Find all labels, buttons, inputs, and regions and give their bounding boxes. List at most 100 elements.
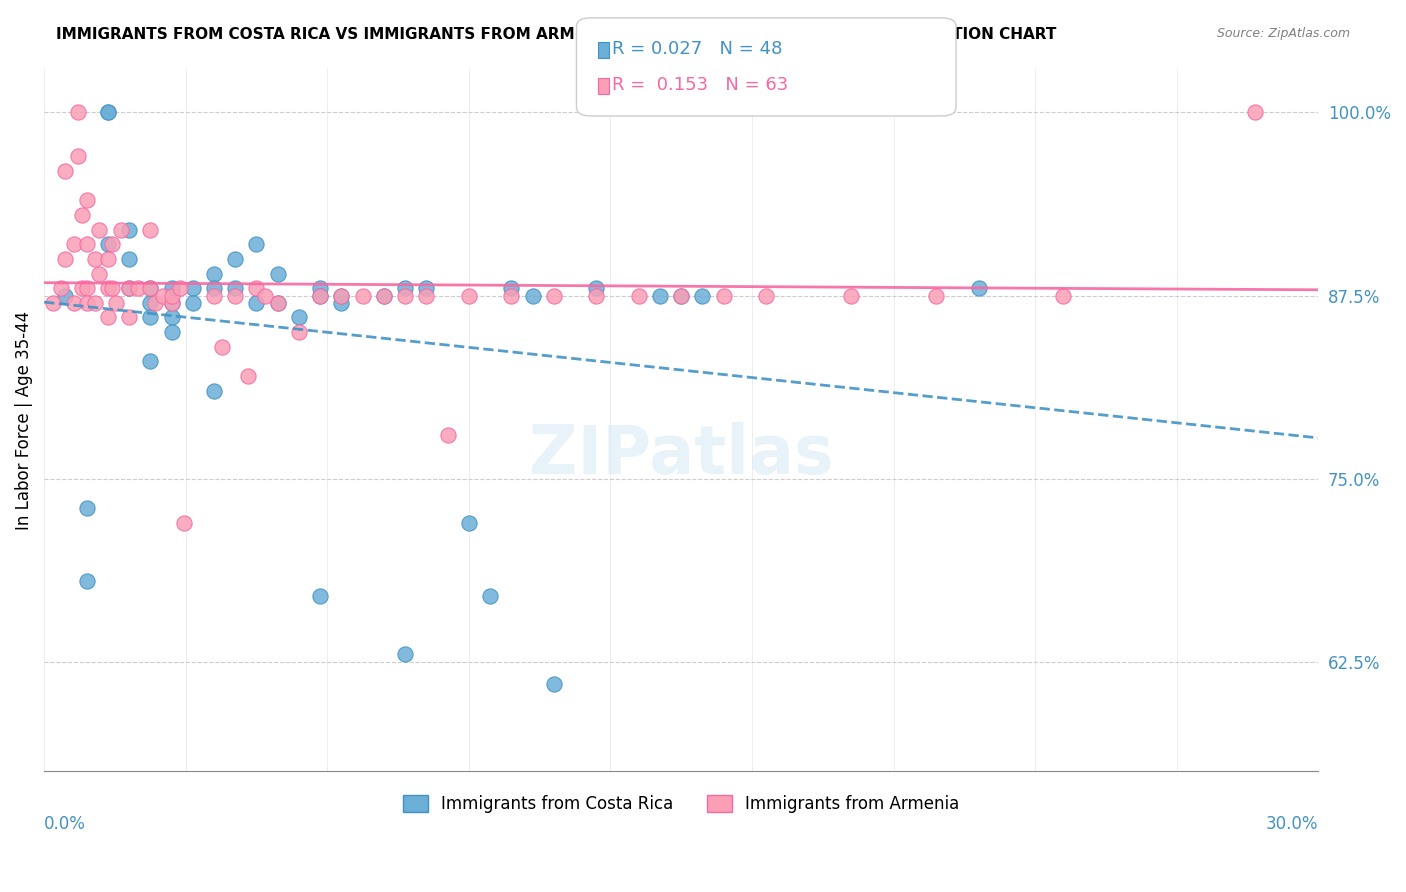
Point (110, 222, 132, 236)
Point (543, 676, 565, 690)
Point (160, 281, 183, 295)
Point (501, 288, 523, 302)
Point (839, 288, 862, 302)
Point (84, 296, 107, 310)
Point (288, 310, 311, 325)
Point (41, 296, 63, 310)
Point (267, 296, 290, 310)
Point (309, 589, 332, 603)
Point (139, 310, 162, 325)
Point (245, 237, 267, 252)
Point (139, 281, 162, 295)
Point (152, 288, 174, 302)
Point (925, 288, 948, 302)
Point (76, 574, 98, 588)
Point (211, 340, 233, 354)
Point (288, 325, 311, 339)
Point (457, 288, 479, 302)
Point (118, 281, 141, 295)
Point (160, 310, 183, 325)
Point (457, 516, 479, 530)
Point (713, 288, 735, 302)
Point (67, 149, 90, 163)
Point (173, 516, 195, 530)
Point (97, 105, 120, 120)
Point (330, 288, 353, 302)
Point (755, 288, 778, 302)
Point (669, 288, 692, 302)
Point (97, 105, 120, 120)
Point (97, 281, 120, 295)
Point (72, 208, 94, 222)
Point (139, 296, 162, 310)
Point (648, 288, 671, 302)
Point (97, 310, 120, 325)
Point (309, 288, 332, 302)
Point (224, 281, 246, 295)
Point (160, 296, 183, 310)
Point (76, 500, 98, 515)
Point (309, 288, 332, 302)
Text: Source: ZipAtlas.com: Source: ZipAtlas.com (1216, 27, 1350, 40)
Point (236, 369, 259, 384)
Point (967, 281, 990, 295)
Text: ZIPatlas: ZIPatlas (529, 422, 834, 488)
Y-axis label: In Labor Force | Age 35-44: In Labor Force | Age 35-44 (15, 310, 32, 530)
Point (84, 252, 107, 266)
Point (373, 288, 395, 302)
Point (669, 288, 692, 302)
Point (330, 288, 353, 302)
Point (63, 237, 86, 252)
Point (394, 648, 416, 662)
Point (415, 281, 437, 295)
Point (49, 281, 72, 295)
Text: R = 0.027   N = 48: R = 0.027 N = 48 (612, 40, 782, 58)
Point (101, 237, 124, 252)
Point (522, 288, 544, 302)
Point (224, 252, 246, 266)
Point (373, 288, 395, 302)
Point (202, 281, 225, 295)
Point (76, 281, 98, 295)
Text: IMMIGRANTS FROM COSTA RICA VS IMMIGRANTS FROM ARMENIA IN LABOR FORCE | AGE 35-44: IMMIGRANTS FROM COSTA RICA VS IMMIGRANTS… (56, 27, 1057, 43)
Point (97, 237, 120, 252)
Point (160, 288, 183, 302)
Point (127, 281, 149, 295)
Point (53, 252, 76, 266)
Point (139, 281, 162, 295)
Point (76, 237, 98, 252)
Text: R =  0.153   N = 63: R = 0.153 N = 63 (612, 76, 787, 94)
Point (585, 281, 607, 295)
Point (352, 288, 374, 302)
Point (267, 267, 290, 281)
Point (139, 354, 162, 368)
Point (394, 281, 416, 295)
Point (415, 288, 437, 302)
Point (692, 288, 714, 302)
Point (181, 281, 204, 295)
Point (202, 288, 225, 302)
Point (479, 589, 502, 603)
Point (245, 296, 267, 310)
Text: 30.0%: 30.0% (1265, 815, 1319, 833)
Point (330, 296, 353, 310)
Text: 0.0%: 0.0% (44, 815, 86, 833)
Point (160, 325, 183, 339)
Point (118, 252, 141, 266)
Point (105, 296, 128, 310)
Point (169, 281, 191, 295)
Point (97, 252, 120, 266)
Point (202, 384, 225, 398)
Point (436, 427, 458, 442)
Point (627, 288, 650, 302)
Point (118, 310, 141, 325)
Point (89, 222, 111, 236)
Point (118, 222, 141, 236)
Point (309, 281, 332, 295)
Point (585, 288, 607, 302)
Point (76, 194, 98, 208)
Point (202, 267, 225, 281)
Point (118, 281, 141, 295)
Point (53, 288, 76, 302)
Point (63, 296, 86, 310)
